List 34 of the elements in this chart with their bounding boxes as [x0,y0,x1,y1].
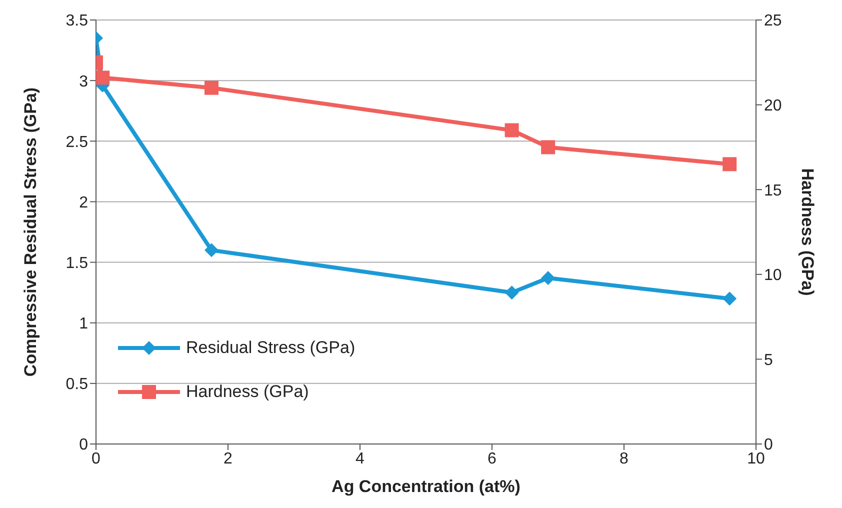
y2-tick-label: 25 [764,12,782,30]
y-tick-label: 1.5 [66,254,88,272]
y-tick-label: 0 [79,436,88,454]
y2-tick-label: 20 [764,97,782,114]
point [204,243,218,258]
point [204,80,218,95]
x-tick-label: 6 [488,450,497,468]
point [722,157,737,172]
point [722,292,737,306]
y2-tick-label: 10 [764,267,782,284]
x-tick-label: 0 [92,450,101,468]
y-tick-label: 2 [79,194,88,212]
y2-tick-label: 5 [764,352,773,369]
x-tick-label: 4 [356,450,365,468]
y-tick-label: 0.5 [66,376,88,394]
x-tick-label: 8 [620,450,629,468]
y-tick-label: 3.5 [66,12,88,30]
y-tick-label: 2.5 [66,134,88,151]
y-tick-label: 1 [79,316,88,333]
y2-axis-title: Hardness (GPa) [798,168,817,296]
point [541,140,556,154]
legend-label: Hardness (GPa) [186,382,309,402]
point [96,70,110,85]
point [541,271,556,286]
x-axis-title: Ag Concentration (at%) [332,477,520,496]
legend-label: Residual Stress (GPa) [186,338,356,358]
x-tick-label: 2 [224,450,233,468]
point [504,286,519,300]
y2-tick-label: 0 [764,436,773,454]
point [504,123,519,138]
y2-tick-label: 15 [764,182,782,200]
y-axis-title: Compressive Residual Stress (GPa) [21,87,40,377]
x-tick-label: 10 [747,450,765,468]
y-tick-label: 3 [79,73,88,90]
